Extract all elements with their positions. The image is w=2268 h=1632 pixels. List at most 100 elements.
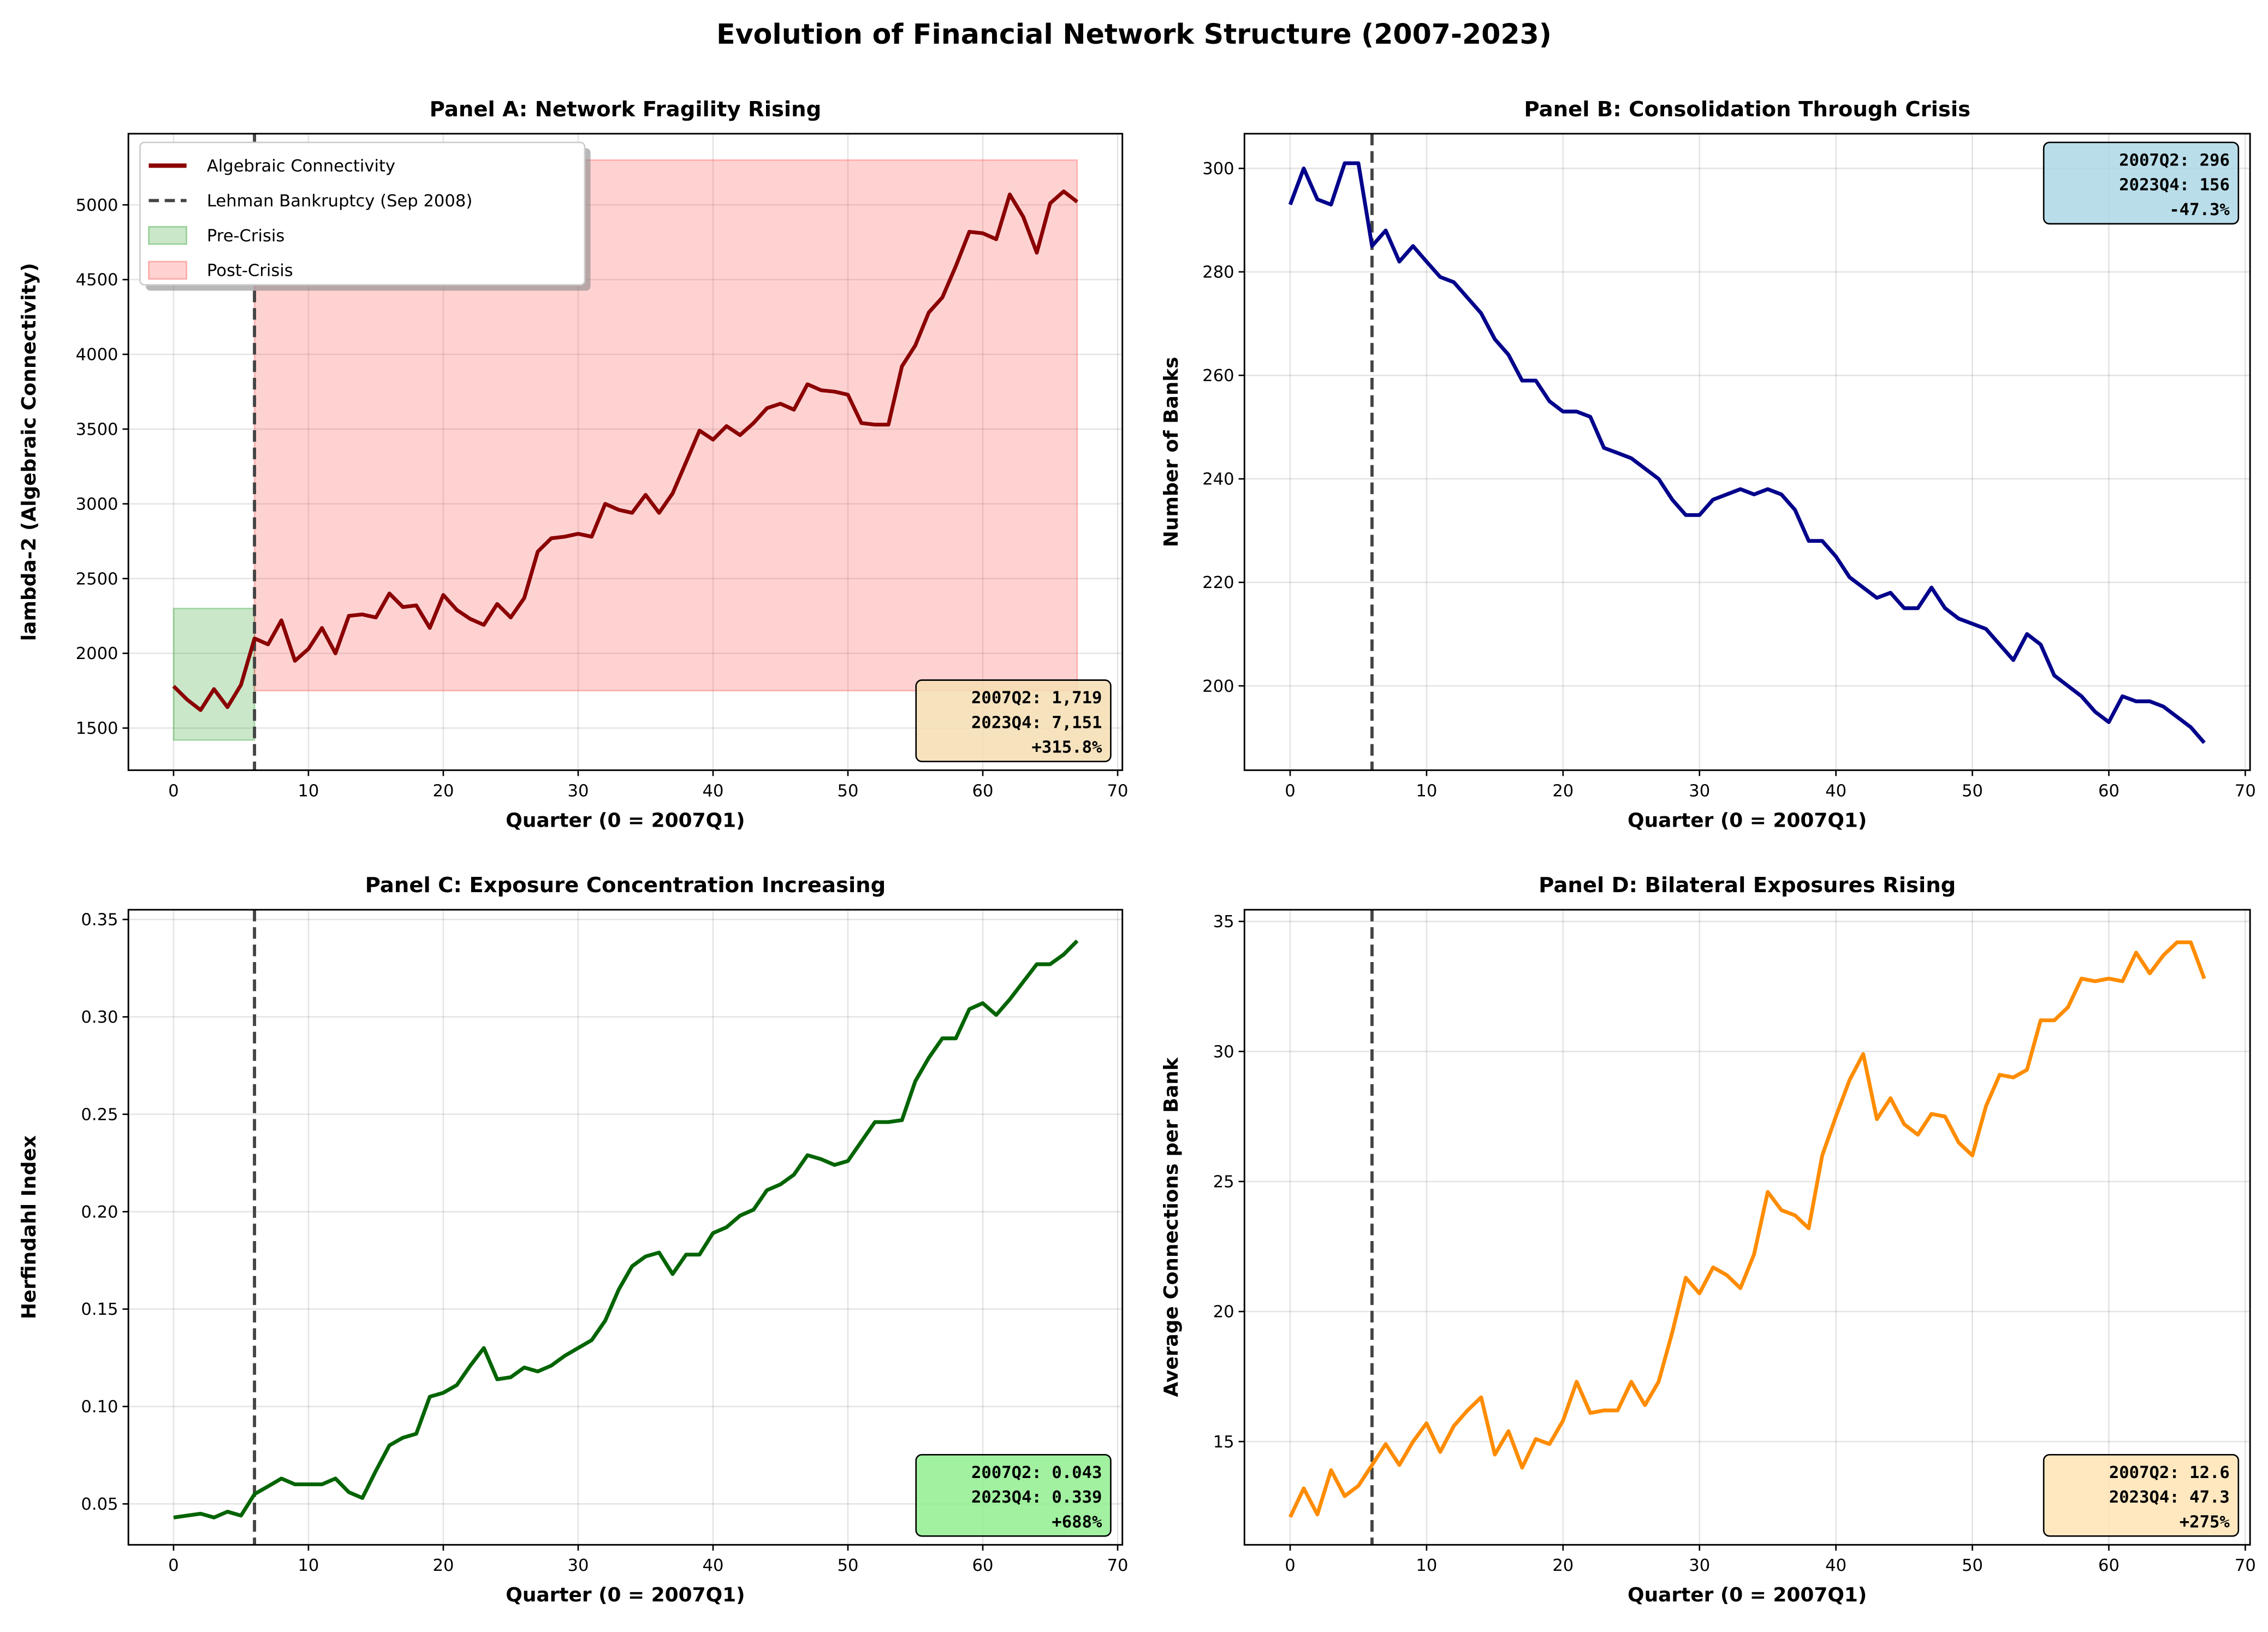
data-point <box>861 1141 862 1142</box>
data-point <box>1317 199 1318 200</box>
panel-a: 0 10 20 30 40 50 60 70 1500 2000 2500 3000 3500 4000 4… <box>18 97 1129 832</box>
x-tick-label: 50 <box>1962 1556 1983 1575</box>
data-point <box>1849 577 1850 578</box>
data-point <box>780 403 781 404</box>
x-tick-label: 70 <box>2235 782 2256 801</box>
x-tick-label: 60 <box>972 1556 994 1575</box>
panel-d: 0 10 20 30 40 50 60 70 15 20 25 30 35 Panel D: Bilate… <box>1160 873 2256 1606</box>
series-line <box>1288 940 2206 1518</box>
data-point <box>227 707 228 708</box>
figure-title: Evolution of Financial Network Structure… <box>716 18 1552 50</box>
data-point <box>227 1511 228 1512</box>
panels: 0 10 20 30 40 50 60 701500200025003000350040004… <box>18 97 2256 1606</box>
data-point <box>861 423 862 424</box>
y-tick-label: 0.30 <box>81 1008 118 1027</box>
annotation-text: 2007Q2: 12.6 <box>2109 1463 2230 1482</box>
series-line <box>173 939 1079 1520</box>
x-tick-label: 40 <box>1825 782 1847 801</box>
y-tick-label: 30 <box>1213 1042 1234 1061</box>
data-point <box>645 1256 646 1257</box>
data-point <box>2013 660 2014 661</box>
y-tick-label: 300 <box>1202 159 1234 179</box>
data-point <box>2163 955 2164 956</box>
data-point <box>1290 204 1291 205</box>
data-point <box>1808 1228 1809 1229</box>
x-tick-label: 70 <box>2235 1556 2256 1575</box>
x-tick-label: 20 <box>1552 782 1574 801</box>
data-point <box>2081 696 2082 697</box>
legend-label: Algebraic Connectivity <box>207 157 395 176</box>
data-point <box>767 1190 768 1191</box>
x-tick-label: 0 <box>1285 1556 1295 1575</box>
x-tick-label: 20 <box>432 782 454 801</box>
x-tick-label: 60 <box>2098 782 2119 801</box>
data-point <box>1331 204 1332 205</box>
data-point <box>753 423 754 424</box>
x-tick-label: 20 <box>432 1556 454 1575</box>
annotation-text: 2023Q4: 156 <box>2119 176 2230 195</box>
legend-label: Lehman Bankruptcy (Sep 2008) <box>207 192 472 211</box>
axes-frame <box>127 133 1124 772</box>
data-point <box>1644 468 1646 469</box>
x-tick-label: 0 <box>168 782 179 801</box>
legend-label: Post-Crisis <box>207 262 293 281</box>
data-point <box>443 595 444 596</box>
panel-c: 0 10 20 30 40 50 60 70 0.05 0.10 0.15 0.20 0.25 0.30 0… <box>18 873 1129 1606</box>
data-point <box>213 1517 215 1518</box>
panel-b: 0 10 20 30 40 50 60 70 200 220 240 260 280 300 Panel B… <box>1160 97 2256 832</box>
data-point <box>2122 696 2123 697</box>
data-point <box>1781 494 1782 495</box>
x-tick-label: 10 <box>1416 1556 1437 1575</box>
annotation-text: 2023Q4: 0.339 <box>971 1488 1102 1507</box>
y-tick-label: 280 <box>1202 263 1234 282</box>
x-tick-label: 30 <box>568 1556 589 1575</box>
data-point <box>1890 592 1891 593</box>
data-point <box>888 1121 889 1123</box>
data-point <box>2190 727 2191 728</box>
data-point <box>1972 1155 1973 1156</box>
x-tick-label: 30 <box>568 782 589 801</box>
data-point <box>1658 1381 1659 1382</box>
data-point <box>1412 1441 1414 1442</box>
data-point <box>915 345 916 346</box>
annotation-box <box>915 1453 1112 1537</box>
y-tick-label: 2000 <box>76 644 118 663</box>
x-axis-label: Quarter (0 = 2007Q1) <box>1628 1584 1867 1606</box>
x-tick-label: 0 <box>168 1556 179 1575</box>
data-point <box>389 1445 390 1446</box>
panel-title: Panel C: Exposure Concentration Increasi… <box>365 873 886 898</box>
data-point <box>699 430 700 431</box>
x-axis-label: Quarter (0 = 2007Q1) <box>1628 809 1867 832</box>
data-point <box>1481 1397 1482 1398</box>
x-tick-label: 40 <box>703 782 724 801</box>
x-tick-label: 50 <box>838 1556 859 1575</box>
data-point <box>308 1484 309 1485</box>
data-point <box>254 638 255 639</box>
y-tick-label: 3000 <box>76 495 118 514</box>
y-tick-label: 1500 <box>76 719 118 738</box>
data-point <box>1740 1287 1741 1289</box>
x-tick-label: 0 <box>1285 782 1295 801</box>
data-point <box>2204 978 2205 979</box>
y-tick-label: 0.10 <box>81 1398 118 1417</box>
data-point <box>1931 587 1932 588</box>
x-axis-label: Quarter (0 = 2007Q1) <box>506 809 745 832</box>
data-point <box>632 1266 633 1267</box>
data-point <box>1849 1079 1850 1081</box>
data-point <box>281 620 282 621</box>
data-point <box>524 1367 525 1368</box>
data-point <box>699 1254 700 1255</box>
annotation-text: 2007Q2: 296 <box>2119 151 2230 170</box>
y-tick-label: 0.05 <box>81 1495 118 1514</box>
data-point <box>1317 1514 1318 1515</box>
y-tick-label: 260 <box>1202 366 1234 385</box>
annotation-text: +275% <box>2180 1512 2230 1532</box>
data-point <box>1767 489 1768 490</box>
annotation-text: 2023Q4: 7,151 <box>971 713 1102 732</box>
data-point <box>2054 675 2055 676</box>
x-tick-label: 50 <box>838 782 859 801</box>
panel-title: Panel B: Consolidation Through Crisis <box>1524 97 1970 122</box>
data-point <box>2081 978 2082 979</box>
y-axis-label: Number of Banks <box>1160 357 1183 547</box>
